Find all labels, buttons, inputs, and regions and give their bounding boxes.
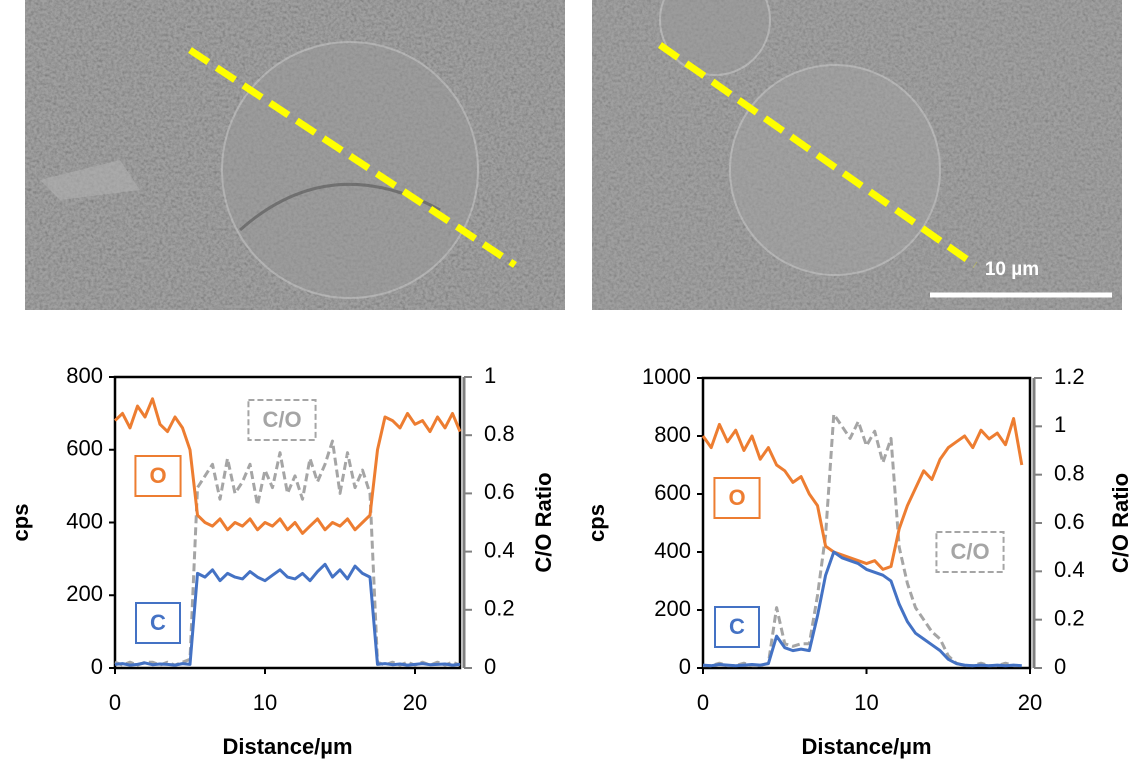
y-tick-label: 600 xyxy=(66,436,103,461)
x-tick-label: 10 xyxy=(854,690,878,715)
y2-axis-label: C/O Ratio xyxy=(531,472,556,572)
y2-tick-label: 0.6 xyxy=(484,479,515,504)
x-axis-label: Distance/µm xyxy=(222,734,352,759)
x-tick-label: 20 xyxy=(1018,690,1042,715)
y-axis-label: cps xyxy=(584,504,609,542)
y2-tick-label: 0 xyxy=(484,654,496,679)
sem-image-2: 10 µm xyxy=(592,0,1122,310)
y-tick-label: 0 xyxy=(91,654,103,679)
y-tick-label: 400 xyxy=(654,538,691,563)
x-axis-label: Distance/µm xyxy=(801,734,931,759)
y-axis-label: cps xyxy=(8,504,33,542)
y2-tick-label: 0.8 xyxy=(1054,460,1085,485)
y-tick-label: 200 xyxy=(66,581,103,606)
legend-label: O xyxy=(728,485,745,510)
legend-label: C/O xyxy=(950,539,989,564)
y-tick-label: 800 xyxy=(66,363,103,388)
legend-label: C/O xyxy=(262,407,301,432)
y2-tick-label: 0.2 xyxy=(484,596,515,621)
y-tick-label: 1000 xyxy=(642,364,691,389)
y-tick-label: 800 xyxy=(654,422,691,447)
x-tick-label: 0 xyxy=(697,690,709,715)
y2-tick-label: 0.4 xyxy=(484,537,515,562)
y2-tick-label: 0.6 xyxy=(1054,509,1085,534)
figure: 10 µm 020040060080000.20.40.60.8101020Di… xyxy=(0,0,1134,761)
y2-tick-label: 1 xyxy=(484,363,496,388)
y2-axis-label: C/O Ratio xyxy=(1108,473,1133,573)
sem-image-1 xyxy=(25,0,565,310)
y-tick-label: 400 xyxy=(66,508,103,533)
legend-label: C xyxy=(150,610,166,635)
y2-tick-label: 0.2 xyxy=(1054,605,1085,630)
x-tick-label: 20 xyxy=(403,690,427,715)
legend-label: O xyxy=(149,463,166,488)
y2-tick-label: 1.2 xyxy=(1054,364,1085,389)
scale-bar-label: 10 µm xyxy=(985,259,1039,280)
y2-tick-label: 0.8 xyxy=(484,421,515,446)
y2-tick-label: 0 xyxy=(1054,654,1066,679)
y-tick-label: 600 xyxy=(654,480,691,505)
x-tick-label: 10 xyxy=(253,690,277,715)
y2-tick-label: 1 xyxy=(1054,412,1066,437)
legend-label: C xyxy=(729,614,745,639)
y-tick-label: 200 xyxy=(654,596,691,621)
x-tick-label: 0 xyxy=(109,690,121,715)
y2-tick-label: 0.4 xyxy=(1054,557,1085,582)
y-tick-label: 0 xyxy=(679,654,691,679)
